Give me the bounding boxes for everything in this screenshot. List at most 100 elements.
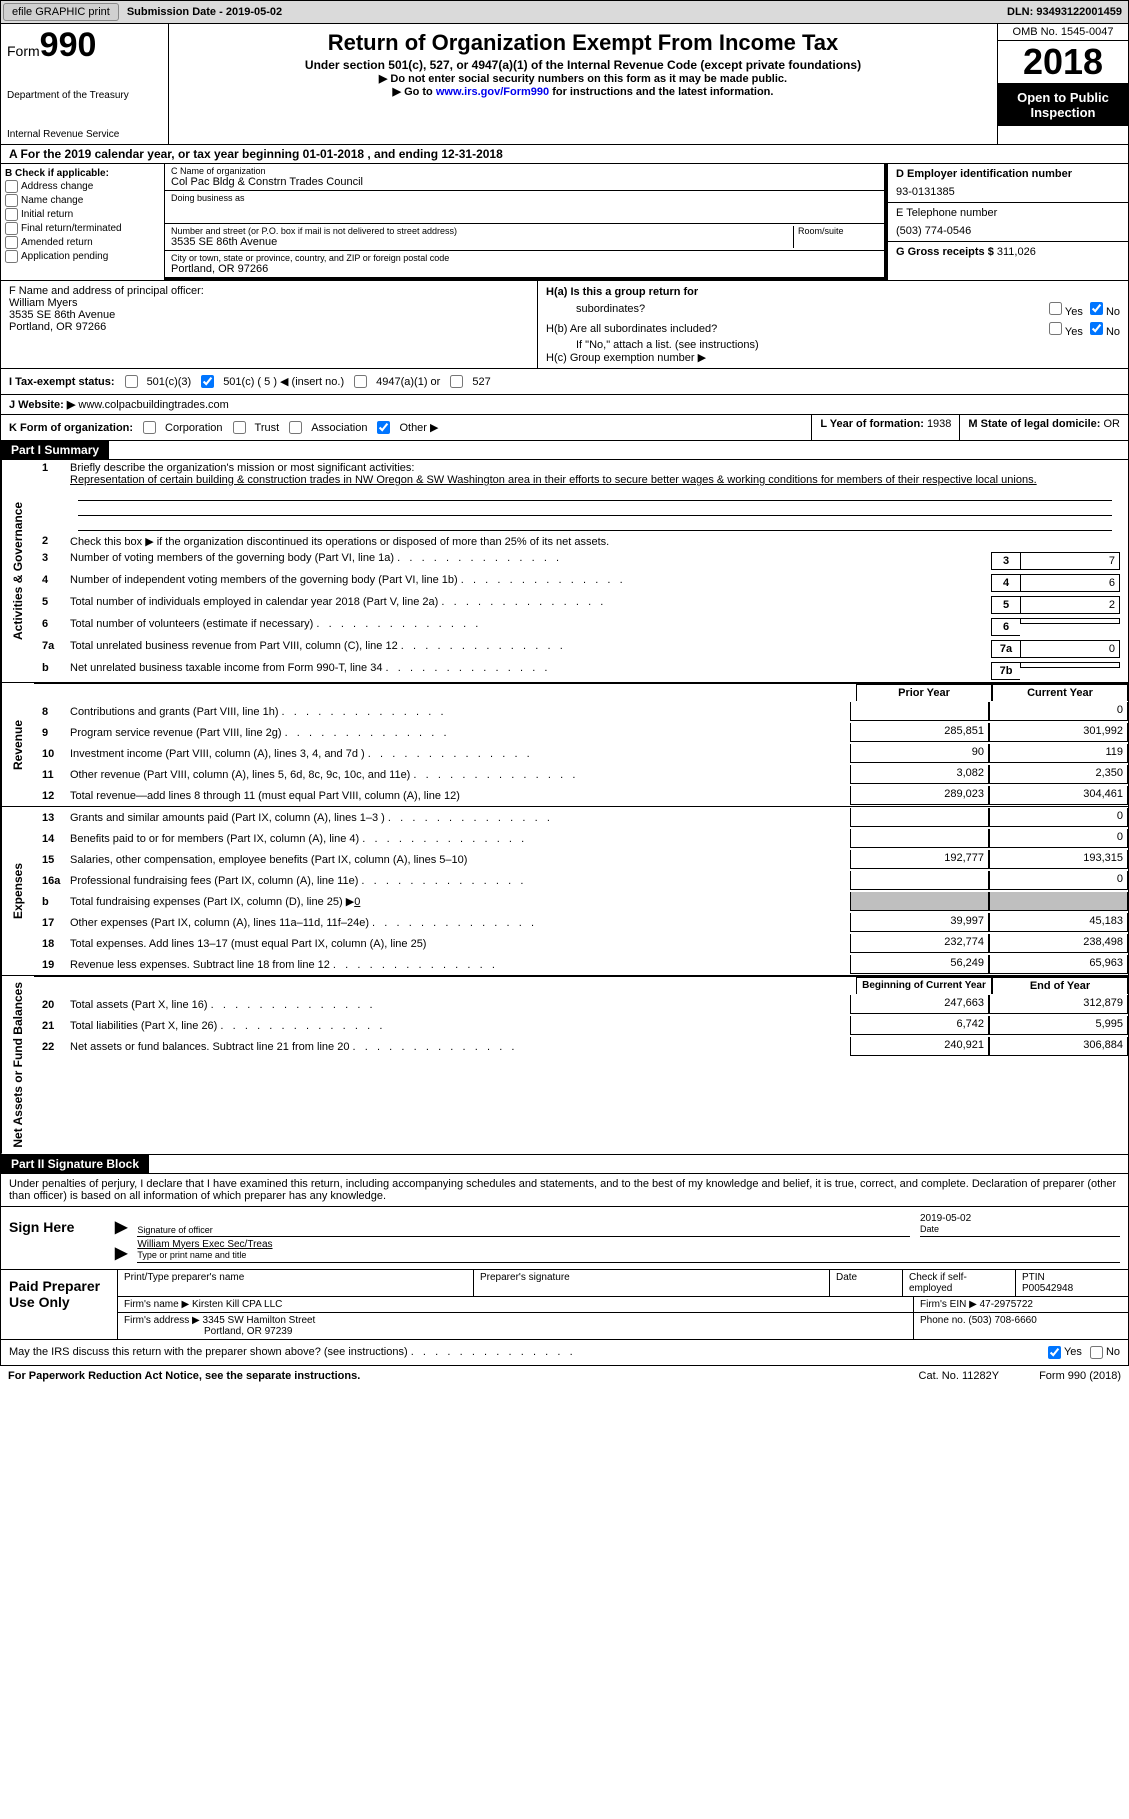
legal-domicile: OR (1104, 418, 1121, 430)
b-label: B Check if applicable: (5, 168, 160, 179)
chk-final-return[interactable] (5, 222, 18, 235)
form-number: 990 (40, 26, 97, 64)
ha-no[interactable] (1090, 302, 1103, 315)
col-current-year: Current Year (992, 684, 1128, 701)
chk-501c[interactable] (201, 375, 214, 388)
row-j: J Website: ▶ www.colpacbuildingtrades.co… (0, 395, 1129, 415)
dln: DLN: 93493122001459 (1001, 4, 1128, 20)
omb-number: OMB No. 1545-0047 (998, 24, 1128, 41)
col-eoy: End of Year (992, 977, 1128, 994)
firm-ein: 47-2975722 (977, 1299, 1033, 1310)
gross-receipts: 311,026 (997, 246, 1036, 258)
cat-number: Cat. No. 11282Y (919, 1370, 1000, 1382)
sign-here-block: Sign Here ▶Signature of officer2019-05-0… (0, 1207, 1129, 1270)
section-activities: Activities & Governance 1Briefly describ… (0, 460, 1129, 683)
signature-declaration: Under penalties of perjury, I declare th… (0, 1174, 1129, 1207)
top-bar: efile GRAPHIC print Submission Date - 20… (0, 0, 1129, 24)
dba-label: Doing business as (171, 193, 878, 203)
addr-label: Number and street (or P.O. box if mail i… (171, 226, 793, 236)
website-value: www.colpacbuildingtrades.com (75, 399, 228, 411)
v6 (1020, 618, 1120, 624)
open-inspection-badge: Open to Public Inspection (998, 84, 1128, 126)
chk-assoc[interactable] (289, 421, 302, 434)
chk-name-change[interactable] (5, 194, 18, 207)
chk-amended[interactable] (5, 236, 18, 249)
discuss-no[interactable] (1090, 1346, 1103, 1359)
section-fh: F Name and address of principal officer:… (0, 281, 1129, 369)
officer-addr: 3535 SE 86th Avenue (9, 309, 529, 321)
discuss-yes[interactable] (1048, 1346, 1061, 1359)
chk-other[interactable] (377, 421, 390, 434)
pra-notice: For Paperwork Reduction Act Notice, see … (8, 1370, 919, 1382)
chk-corp[interactable] (143, 421, 156, 434)
section-bcd: B Check if applicable: Address change Na… (0, 164, 1129, 281)
col-prior-year: Prior Year (856, 684, 992, 701)
instructions-link-row: ▶ Go to www.irs.gov/Form990 for instruct… (177, 85, 989, 98)
sign-here-label: Sign Here (1, 1207, 107, 1269)
chk-trust[interactable] (233, 421, 246, 434)
tax-year: 2018 (998, 41, 1128, 84)
irs-link[interactable]: www.irs.gov/Form990 (436, 86, 549, 98)
firm-city: Portland, OR 97239 (124, 1326, 292, 1337)
ptin-value: P00542948 (1022, 1283, 1073, 1294)
part-2-header: Part II Signature Block (1, 1155, 149, 1173)
tab-expenses: Expenses (1, 807, 34, 975)
arrow-icon: ▶ (115, 1217, 127, 1237)
street-address: 3535 SE 86th Avenue (171, 236, 793, 248)
v3: 7 (1020, 552, 1120, 570)
firm-addr: 3345 SW Hamilton Street (200, 1315, 316, 1326)
chk-initial-return[interactable] (5, 208, 18, 221)
part-1-header: Part I Summary (1, 441, 109, 459)
chk-address-change[interactable] (5, 180, 18, 193)
form-title: Return of Organization Exempt From Incom… (177, 30, 989, 56)
chk-app-pending[interactable] (5, 250, 18, 263)
chk-527[interactable] (450, 375, 463, 388)
officer-city: Portland, OR 97266 (9, 321, 529, 333)
form-label: Form (7, 43, 40, 59)
paid-preparer-label: Paid Preparer Use Only (1, 1270, 118, 1339)
irs-label: Internal Revenue Service (7, 129, 162, 140)
tab-revenue: Revenue (1, 683, 34, 806)
col-boy: Beginning of Current Year (856, 977, 992, 994)
year-formation: 1938 (927, 418, 951, 430)
v7a: 0 (1020, 640, 1120, 658)
tab-net-assets: Net Assets or Fund Balances (1, 976, 34, 1154)
hb-yes[interactable] (1049, 322, 1062, 335)
hb-no[interactable] (1090, 322, 1103, 335)
org-name: Col Pac Bldg & Constrn Trades Council (171, 176, 878, 188)
f-label: F Name and address of principal officer: (9, 285, 529, 297)
firm-phone: (503) 708-6660 (968, 1315, 1036, 1326)
paid-preparer-block: Paid Preparer Use Only Print/Type prepar… (0, 1270, 1129, 1340)
ha-yes[interactable] (1049, 302, 1062, 315)
form-header: Form990 Department of the Treasury Inter… (0, 24, 1129, 145)
signer-name: William Myers Exec Sec/Treas (137, 1239, 272, 1250)
chk-501c3[interactable] (125, 375, 138, 388)
efile-print-button[interactable]: efile GRAPHIC print (3, 3, 119, 21)
ssn-warning: ▶ Do not enter social security numbers o… (177, 72, 989, 85)
chk-4947[interactable] (354, 375, 367, 388)
arrow-icon: ▶ (115, 1243, 127, 1263)
discuss-row: May the IRS discuss this return with the… (0, 1340, 1129, 1366)
tab-activities: Activities & Governance (1, 460, 34, 682)
row-klm: K Form of organization: Corporation Trus… (0, 415, 1129, 441)
g-gross-label: G Gross receipts $ (896, 246, 997, 258)
c-name-label: C Name of organization (171, 166, 878, 176)
city-label: City or town, state or province, country… (171, 253, 878, 263)
phone-value: (503) 774-0546 (896, 225, 1120, 237)
submission-date: Submission Date - 2019-05-02 (121, 4, 288, 20)
v7b (1020, 662, 1120, 668)
v4: 6 (1020, 574, 1120, 592)
hc-group-exemption: H(c) Group exemption number ▶ (546, 351, 1120, 364)
room-label: Room/suite (798, 226, 878, 236)
footer: For Paperwork Reduction Act Notice, see … (0, 1366, 1129, 1386)
city-state-zip: Portland, OR 97266 (171, 263, 878, 275)
form-footer: Form 990 (2018) (1039, 1370, 1121, 1382)
officer-name: William Myers (9, 297, 529, 309)
form-subtitle: Under section 501(c), 527, or 4947(a)(1)… (177, 58, 989, 72)
ein-value: 93-0131385 (896, 186, 1120, 198)
row-i: I Tax-exempt status: 501(c)(3) 501(c) ( … (0, 369, 1129, 395)
mission-text: Representation of certain building & con… (70, 474, 1037, 486)
dept-treasury: Department of the Treasury (7, 90, 162, 101)
v5: 2 (1020, 596, 1120, 614)
firm-name: Kirsten Kill CPA LLC (189, 1299, 282, 1310)
